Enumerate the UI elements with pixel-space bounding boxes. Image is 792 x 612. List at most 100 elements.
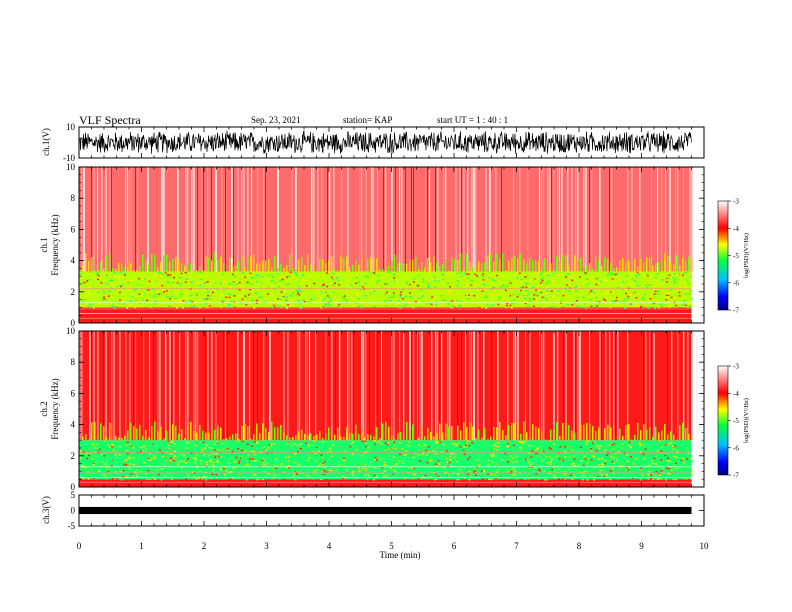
ch2-spectrogram-speckle <box>602 467 605 470</box>
ch1-spectrogram-speckle <box>272 304 275 306</box>
ch2-spectrogram-spike <box>547 439 549 441</box>
ch2-spectrogram-speckle <box>501 464 504 467</box>
ch1-spectrogram-speckle <box>649 291 652 293</box>
ch2-spectrogram-speckle <box>88 447 91 449</box>
ch1-spectrogram-speckle <box>488 277 491 279</box>
ch1-spectrogram-speckle <box>281 289 284 291</box>
ch2-spectrogram-spike <box>232 434 234 441</box>
ch1-spectrogram-spike <box>304 265 306 272</box>
ch2-spectrogram-streak <box>103 331 104 441</box>
ch1-spectrogram-speckle <box>366 276 369 278</box>
ch2-spectrogram-streak <box>153 331 154 441</box>
ch2-spectrogram-speckle <box>172 459 175 462</box>
ch1-spectrogram-speckle <box>296 290 299 293</box>
ch2-spectrogram-speckle <box>519 450 522 452</box>
ch1-spectrogram-y-tick-label: 0 <box>71 318 76 328</box>
ch2-spectrogram-speckle <box>256 442 259 445</box>
ch1-spectrogram-speckle <box>602 300 605 302</box>
ch2-spectrogram-speckle <box>472 447 475 449</box>
ch2-spectrogram-speckle <box>586 479 589 481</box>
ch2-spectrogram-speckle <box>630 458 633 460</box>
ch1-spectrogram-speckle <box>96 272 99 275</box>
ch2-spectrogram-speckle <box>658 440 661 442</box>
ch1-spectrogram-speckle <box>533 305 535 307</box>
ch2-spectrogram-spike <box>175 425 177 441</box>
ch1-spectrogram-speckle <box>207 294 209 297</box>
ch2-spectrogram-speckle <box>482 466 485 468</box>
ch2-spectrogram-speckle <box>539 474 542 477</box>
ch2-spectrogram-speckle <box>537 447 540 449</box>
ch2-spectrogram-spike <box>658 432 660 441</box>
ch2-spectrogram-speckle <box>378 441 381 443</box>
ch1-spectrogram-speckle <box>198 303 201 306</box>
ch1-spectrogram-spike <box>286 265 288 272</box>
ch2-spectrogram-speckle <box>231 451 234 453</box>
ch1-spectrogram-speckle <box>283 296 286 299</box>
ch1-spectrogram-speckle <box>440 294 443 297</box>
ch2-spectrogram-speckle <box>647 461 650 463</box>
ch1-spectrogram-speckle <box>558 291 561 293</box>
ch1-spectrogram-band-0 <box>79 307 692 323</box>
ch2-spectrogram-speckle <box>521 462 524 465</box>
ch2-spectrogram-streak <box>157 331 159 441</box>
ch1-spectrogram-speckle <box>585 280 588 283</box>
ch1-spectrogram-speckle <box>123 272 126 275</box>
ch1-spectrogram-speckle <box>136 283 139 285</box>
ch2-spectrogram-speckle <box>515 478 518 480</box>
ch2-spectrogram-speckle <box>494 474 497 476</box>
ch2-spectrogram-speckle <box>103 440 106 443</box>
ch1-spectrogram-speckle <box>481 275 484 278</box>
ch2-spectrogram-speckle <box>644 457 647 459</box>
ch2-spectrogram-speckle <box>126 441 129 443</box>
ch2-spectrogram-speckle <box>609 445 612 447</box>
ch2-spectrogram-speckle <box>398 456 401 458</box>
ch1-spectrogram-speckle <box>369 293 372 295</box>
ch2-spectrogram-speckle <box>173 478 176 481</box>
ch1-spectrogram-streak <box>399 167 401 272</box>
ch2-spectrogram-speckle <box>626 465 629 467</box>
ch2-spectrogram-speckle <box>560 466 563 469</box>
ch1-spectrogram-speckle <box>545 282 548 285</box>
ch1-spectrogram-speckle <box>484 295 487 298</box>
ch1-spectrogram-speckle <box>677 273 680 276</box>
ch1-spectrogram-speckle <box>147 289 150 291</box>
ch2-spectrogram-spike <box>430 432 432 441</box>
ch2-spectrogram-speckle <box>199 463 202 465</box>
ch1-spectrogram-speckle <box>129 273 132 275</box>
ch2-spectrogram-speckle <box>341 463 344 466</box>
ch1-spectrogram-spike <box>253 254 255 272</box>
ch2-spectrogram-speckle <box>187 441 190 444</box>
ch1-spectrogram-speckle <box>533 272 536 275</box>
ch1-spectrogram-spike <box>118 262 120 272</box>
ch1-spectrogram-speckle <box>88 286 91 289</box>
ch1-spectrogram-speckle <box>643 283 646 285</box>
ch1-spectrogram-speckle <box>615 304 618 306</box>
ch2-spectrogram-speckle <box>450 452 453 455</box>
ch1-spectrogram-speckle <box>439 300 442 302</box>
ch1-spectrogram-spike <box>265 260 267 272</box>
ch2-spectrogram-speckle <box>597 476 600 478</box>
ch1-spectrogram-spike <box>385 264 387 272</box>
ch1-spectrogram-speckle <box>509 300 512 303</box>
ch2-spectrogram-speckle <box>323 469 325 472</box>
ch1-spectrogram-speckle <box>348 275 351 278</box>
ch2-spectrogram-speckle <box>193 475 196 477</box>
ch2-spectrogram-speckle <box>580 460 583 462</box>
ch2-spectrogram-speckle <box>504 452 507 455</box>
ch2-spectrogram-speckle <box>327 469 330 472</box>
ch2-spectrogram-speckle <box>548 447 551 449</box>
ch2-spectrogram-spike <box>274 427 276 441</box>
ch1-spectrogram-speckle <box>505 301 508 303</box>
ch2-spectrogram-speckle <box>495 471 498 474</box>
ch1-spectrogram-streak <box>567 167 569 272</box>
ch2-spectrogram-speckle <box>553 443 556 446</box>
ch1-spectrogram-speckle <box>373 273 376 275</box>
ch2-spectrogram-speckle <box>639 451 642 453</box>
x-tick-label: 6 <box>452 541 457 551</box>
ch2-spectrogram-streak <box>515 331 517 441</box>
ch2-spectrogram-speckle <box>322 473 325 476</box>
ch1-spectrogram-speckle <box>679 287 681 289</box>
ch1-spectrogram-speckle <box>399 307 402 309</box>
ch1-spectrogram-speckle <box>242 284 245 286</box>
ch1-spectrogram-speckle <box>587 297 590 299</box>
